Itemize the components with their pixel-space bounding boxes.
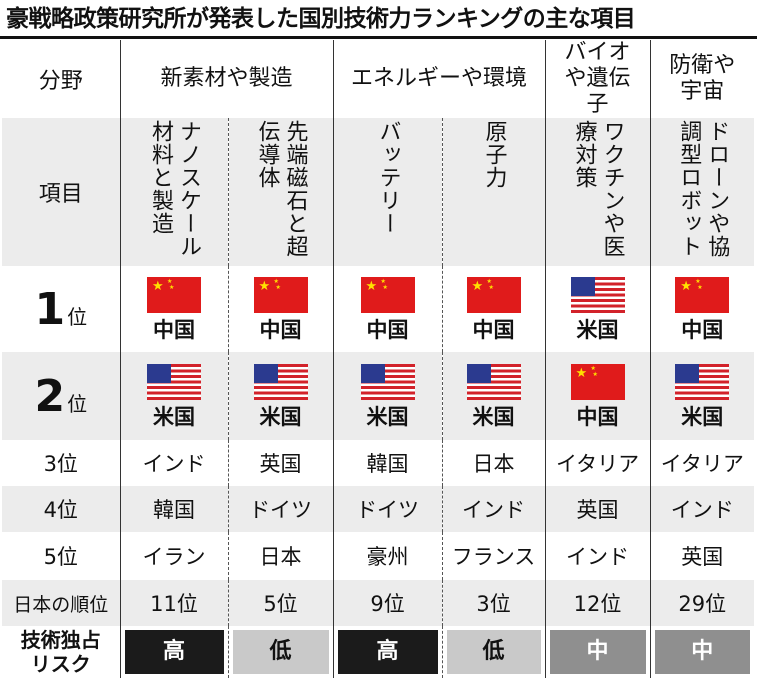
risk-cell: 中 xyxy=(649,626,755,678)
china-flag-icon: ★ ★ ★ xyxy=(675,277,730,313)
rank3-cell: 韓国 xyxy=(332,440,443,486)
item-cell: ドローンや協調型ロボット xyxy=(649,118,755,266)
rank5-row: 5位 イラン 日本 豪州 フランス インド 英国 xyxy=(2,532,755,580)
japan-rank-cell: 3位 xyxy=(441,580,546,626)
japan-rank-cell: 11位 xyxy=(119,580,228,626)
risk-badge: 中 xyxy=(654,630,751,674)
us-flag-icon xyxy=(675,364,730,400)
us-flag-icon xyxy=(253,364,308,400)
item-cell: ナノスケール材料と製造 xyxy=(119,118,228,266)
ranking-table: 分野 新素材や製造 エネルギーや環境 バイオや遺伝子 防衛や宇宙 項目 ナノスケ… xyxy=(2,40,755,678)
rank5-cell: イラン xyxy=(119,532,228,580)
rank5-cell: 英国 xyxy=(649,532,755,580)
field-header: 新素材や製造 xyxy=(119,40,334,118)
japan-rank-label: 日本の順位 xyxy=(2,580,120,626)
japan-rank-cell: 9位 xyxy=(332,580,443,626)
rank5-cell: インド xyxy=(544,532,651,580)
us-flag-icon xyxy=(466,364,521,400)
title-underline xyxy=(0,36,757,39)
rank2-cell: 米国 xyxy=(441,352,546,440)
rank4-cell: ドイツ xyxy=(227,486,334,532)
rank4-cell: 韓国 xyxy=(119,486,228,532)
china-flag-icon: ★ ★ ★ xyxy=(253,277,308,313)
us-flag-icon xyxy=(570,277,625,313)
risk-cell: 高 xyxy=(332,626,443,678)
field-row-label: 分野 xyxy=(38,69,83,94)
risk-badge: 低 xyxy=(446,630,541,674)
rank3-cell: 日本 xyxy=(441,440,546,486)
china-flag-icon: ★ ★ ★ xyxy=(466,277,521,313)
field-header: バイオや遺伝子 xyxy=(544,40,651,118)
field-header: エネルギーや環境 xyxy=(332,40,546,118)
japan-rank-cell: 29位 xyxy=(649,580,755,626)
item-row-label: 項目 xyxy=(2,118,120,266)
risk-cell: 高 xyxy=(119,626,228,678)
japan-rank-cell: 12位 xyxy=(544,580,651,626)
china-flag-icon: ★ ★ ★ xyxy=(147,277,201,313)
rank3-label: 3位 xyxy=(43,452,78,476)
risk-cell: 低 xyxy=(227,626,334,678)
item-cell: 原子力 xyxy=(441,118,546,266)
rank4-cell: 英国 xyxy=(544,486,651,532)
rank3-row: 3位 インド 英国 韓国 日本 イタリア イタリア xyxy=(2,440,755,486)
japan-rank-row: 日本の順位 11位 5位 9位 3位 12位 29位 xyxy=(2,580,755,626)
item-row: 項目 ナノスケール材料と製造 先端磁石と超伝導体 バッテリー 原子力 ワクチンや… xyxy=(2,118,755,266)
rank4-row: 4位 韓国 ドイツ ドイツ インド 英国 インド xyxy=(2,486,755,532)
rank1-cell: 米国 xyxy=(544,266,651,352)
japan-rank-cell: 5位 xyxy=(227,580,334,626)
risk-badge: 高 xyxy=(124,630,224,674)
rank1-cell: ★ ★ ★ 中国 xyxy=(441,266,546,352)
risk-badge: 高 xyxy=(337,630,438,674)
rank3-cell: インド xyxy=(119,440,228,486)
rank1-cell: ★ ★ ★ 中国 xyxy=(649,266,755,352)
rank2-cell: ★ ★ ★ 中国 xyxy=(544,352,651,440)
rank3-cell: イタリア xyxy=(544,440,651,486)
rank4-label: 4位 xyxy=(2,486,120,532)
rank2-cell: 米国 xyxy=(649,352,755,440)
rank3-cell: イタリア xyxy=(649,440,755,486)
rank2-cell: 米国 xyxy=(332,352,443,440)
rank3-cell: 英国 xyxy=(227,440,334,486)
risk-badge: 中 xyxy=(549,630,646,674)
rank1-cell: ★ ★ ★ 中国 xyxy=(332,266,443,352)
risk-cell: 中 xyxy=(544,626,651,678)
rank2-cell: 米国 xyxy=(119,352,228,440)
rank1-cell: ★ ★ ★ 中国 xyxy=(119,266,228,352)
field-header: 防衛や宇宙 xyxy=(649,40,755,118)
page-title: 豪戦略政策研究所が発表した国別技術力ランキングの主な項目 xyxy=(0,0,757,38)
risk-label: 技術独占リスク xyxy=(20,628,101,676)
item-cell: バッテリー xyxy=(332,118,443,266)
rank5-cell: 豪州 xyxy=(332,532,443,580)
rank4-cell: ドイツ xyxy=(332,486,443,532)
rank1-cell: ★ ★ ★ 中国 xyxy=(227,266,334,352)
rank5-cell: 日本 xyxy=(227,532,334,580)
item-cell: 先端磁石と超伝導体 xyxy=(227,118,334,266)
rank5-cell: フランス xyxy=(441,532,546,580)
rank5-label: 5位 xyxy=(43,545,78,569)
risk-row: 技術独占リスク 高 低 高 低 中 中 xyxy=(2,626,755,678)
risk-badge: 低 xyxy=(232,630,329,674)
us-flag-icon xyxy=(147,364,201,400)
us-flag-icon xyxy=(360,364,415,400)
china-flag-icon: ★ ★ ★ xyxy=(570,364,625,400)
risk-cell: 低 xyxy=(441,626,546,678)
item-cell: ワクチンや医療対策 xyxy=(544,118,651,266)
rank2-cell: 米国 xyxy=(227,352,334,440)
rank4-cell: インド xyxy=(441,486,546,532)
field-row: 分野 新素材や製造 エネルギーや環境 バイオや遺伝子 防衛や宇宙 xyxy=(2,40,755,118)
rank4-cell: インド xyxy=(649,486,755,532)
china-flag-icon: ★ ★ ★ xyxy=(360,277,415,313)
